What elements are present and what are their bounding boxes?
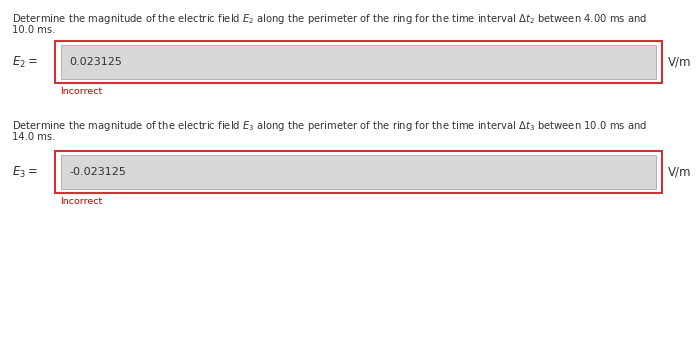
Text: Determine the magnitude of the electric field $E_3$ along the perimeter of the r: Determine the magnitude of the electric … (12, 119, 647, 133)
Text: $E_2 =$: $E_2 =$ (12, 54, 38, 69)
Text: V/m: V/m (668, 166, 692, 178)
FancyBboxPatch shape (61, 45, 656, 79)
Text: 0.023125: 0.023125 (69, 57, 122, 67)
Text: Incorrect: Incorrect (60, 87, 102, 96)
FancyBboxPatch shape (55, 151, 662, 193)
FancyBboxPatch shape (61, 155, 656, 189)
Text: V/m: V/m (668, 56, 692, 68)
FancyBboxPatch shape (55, 41, 662, 83)
Text: -0.023125: -0.023125 (69, 167, 126, 177)
Text: Incorrect: Incorrect (60, 197, 102, 206)
Text: 14.0 ms.: 14.0 ms. (12, 132, 55, 142)
Text: 10.0 ms.: 10.0 ms. (12, 25, 55, 35)
Text: $E_3 =$: $E_3 =$ (12, 164, 38, 179)
Text: Determine the magnitude of the electric field $E_2$ along the perimeter of the r: Determine the magnitude of the electric … (12, 12, 647, 26)
